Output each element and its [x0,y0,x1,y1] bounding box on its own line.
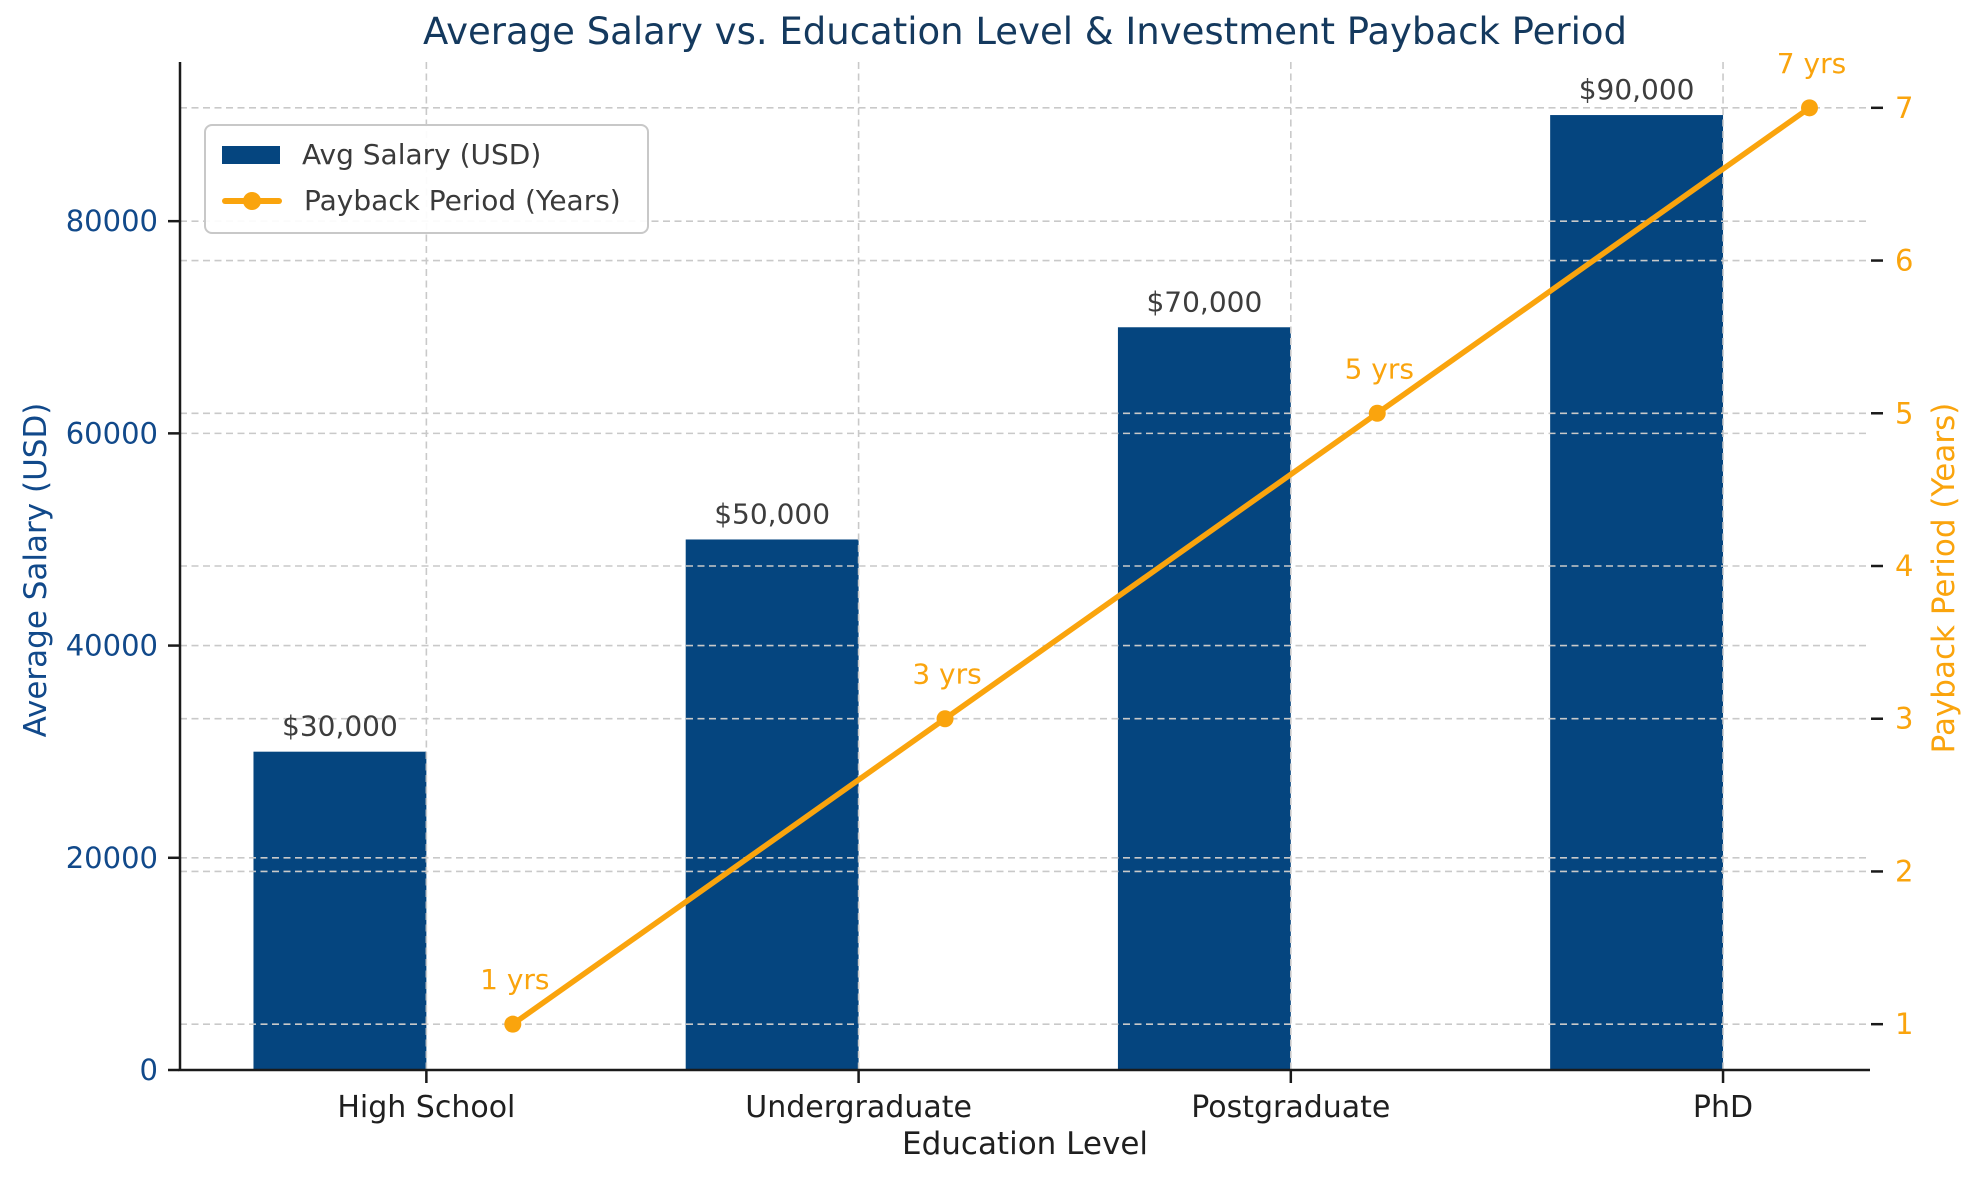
chart-title: Average Salary vs. Education Level & Inv… [423,10,1627,53]
x-tick-label: High School [337,1090,515,1125]
x-axis-title: Education Level [901,1126,1149,1162]
y-tick-label: 80000 [66,204,158,238]
salary-bar-high-school [253,751,427,1070]
legend-label: Payback Period (Years) [304,184,621,217]
y2-tick-label: 7 [1895,91,1913,125]
legend-item-avg-salary: Avg Salary (USD) [222,138,621,172]
y2-tick-label: 1 [1895,1007,1913,1041]
payback-marker [1800,99,1818,117]
marker-dot-icon [243,192,261,210]
salary-bar-undergraduate [685,539,859,1070]
y2-tick-label: 2 [1895,854,1913,888]
salary-bar-postgraduate [1117,327,1291,1070]
y-tick-label: 60000 [66,416,158,450]
legend: Avg Salary (USD) Payback Period (Years) [204,124,649,234]
payback-annotation: 1 yrs [480,963,549,996]
y-tick-label: 0 [140,1053,158,1087]
payback-line [510,105,1813,1027]
y2-tick-label: 4 [1895,549,1913,583]
x-tick-label: Postgraduate [1191,1090,1390,1125]
payback-marker [1368,404,1386,422]
bar-value-label: $70,000 [1146,285,1262,318]
y2-tick-label: 3 [1895,702,1913,736]
y2-tick-label: 6 [1895,244,1913,278]
x-tick-label: PhD [1693,1090,1753,1125]
bar-value-label: $50,000 [714,497,830,530]
y-tick-label: 40000 [66,629,158,663]
payback-annotation: 7 yrs [1777,47,1846,80]
y-axis-title: Average Salary (USD) [18,402,54,738]
legend-item-payback-period: Payback Period (Years) [222,184,621,218]
y-tick-label: 20000 [66,841,158,875]
salary-bar-phd [1550,115,1724,1071]
x-tick-label: Undergraduate [745,1090,972,1125]
payback-annotation: 3 yrs [912,658,981,691]
payback-marker [936,710,954,728]
payback-annotation: 5 yrs [1345,352,1414,385]
line-swatch-icon [222,192,282,210]
y2-tick-label: 5 [1895,396,1913,430]
bar-value-label: $90,000 [1579,73,1695,106]
legend-label: Avg Salary (USD) [302,138,542,171]
payback-marker [504,1015,522,1033]
y2-axis-title: Payback Period (Years) [1926,402,1962,754]
bar-value-label: $30,000 [282,710,398,743]
bar-swatch-icon [222,146,280,164]
